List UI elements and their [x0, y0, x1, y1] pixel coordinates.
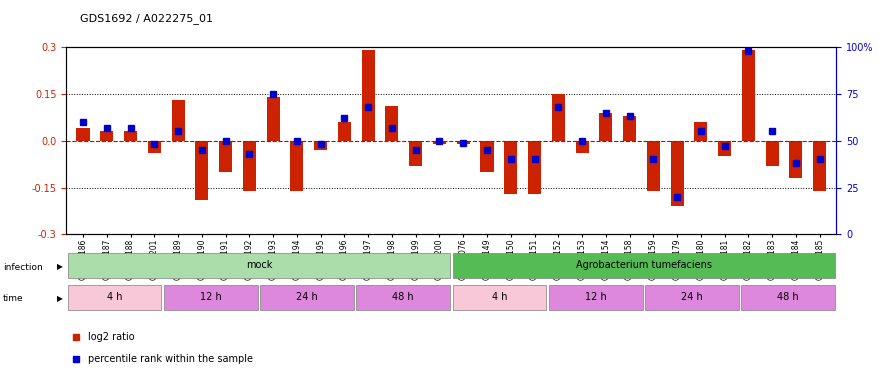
Bar	[452, 253, 835, 278]
Bar	[457, 141, 470, 144]
Text: 48 h: 48 h	[392, 292, 414, 302]
Bar	[290, 141, 304, 190]
Bar	[671, 141, 683, 206]
Bar	[362, 50, 374, 141]
Bar	[813, 141, 827, 190]
Bar	[452, 285, 546, 310]
Bar	[647, 141, 660, 190]
Bar	[266, 97, 280, 141]
Bar	[124, 131, 137, 141]
Text: time: time	[3, 294, 23, 303]
Text: log2 ratio: log2 ratio	[88, 332, 135, 342]
Bar	[385, 106, 398, 141]
Text: percentile rank within the sample: percentile rank within the sample	[88, 354, 253, 364]
Bar	[260, 285, 354, 310]
Bar	[338, 122, 351, 141]
Bar	[481, 141, 494, 172]
Bar	[599, 112, 612, 141]
Text: ▶: ▶	[58, 262, 63, 272]
Bar	[76, 128, 89, 141]
Text: Agrobacterium tumefaciens: Agrobacterium tumefaciens	[576, 260, 712, 270]
Bar	[164, 285, 258, 310]
Text: infection: infection	[3, 262, 42, 272]
Bar	[242, 141, 256, 190]
Bar	[196, 141, 208, 200]
Bar	[67, 253, 450, 278]
Bar	[314, 141, 327, 150]
Bar	[766, 141, 779, 166]
Bar	[409, 141, 422, 166]
Bar	[718, 141, 731, 156]
Text: 12 h: 12 h	[200, 292, 221, 302]
Bar	[67, 285, 161, 310]
Bar	[742, 50, 755, 141]
Bar	[219, 141, 232, 172]
Bar	[172, 100, 185, 141]
Text: 24 h: 24 h	[681, 292, 703, 302]
Text: GDS1692 / A022275_01: GDS1692 / A022275_01	[80, 13, 212, 24]
Text: 24 h: 24 h	[296, 292, 318, 302]
Text: 48 h: 48 h	[777, 292, 799, 302]
Bar	[100, 131, 113, 141]
Text: 4 h: 4 h	[107, 292, 122, 302]
Text: 4 h: 4 h	[492, 292, 507, 302]
Bar	[695, 122, 707, 141]
Bar	[645, 285, 739, 310]
Bar	[551, 94, 565, 141]
Bar	[575, 141, 589, 153]
Bar	[623, 116, 636, 141]
Bar	[148, 141, 161, 153]
Bar	[528, 141, 541, 194]
Bar	[549, 285, 643, 310]
Text: 12 h: 12 h	[585, 292, 606, 302]
Text: mock: mock	[246, 260, 272, 270]
Text: ▶: ▶	[58, 294, 63, 303]
Bar	[504, 141, 518, 194]
Bar	[789, 141, 803, 178]
Bar	[742, 285, 835, 310]
Bar	[433, 141, 446, 144]
Bar	[357, 285, 450, 310]
